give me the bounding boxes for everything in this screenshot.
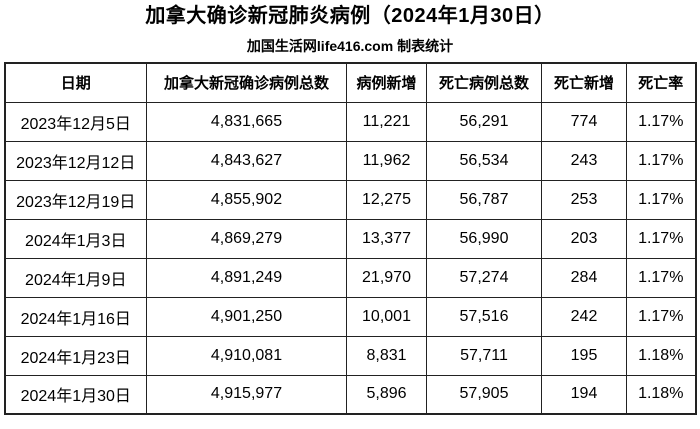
new-deaths-cell: 194 xyxy=(541,374,627,415)
death-rate-cell: 1.17% xyxy=(626,257,696,298)
date-cell: 2023年12月12日 xyxy=(4,140,147,181)
new-cases-cell: 12,275 xyxy=(346,179,427,220)
date-cell: 2024年1月16日 xyxy=(4,296,147,337)
date-cell: 2024年1月30日 xyxy=(4,374,147,415)
new-deaths-cell: 253 xyxy=(541,179,627,220)
new-deaths-cell: 203 xyxy=(541,218,627,259)
new-cases-cell: 21,970 xyxy=(346,257,427,298)
new-deaths-cell: 243 xyxy=(541,140,627,181)
total-deaths-cell: 57,274 xyxy=(426,257,542,298)
total-deaths-cell: 56,787 xyxy=(426,179,542,220)
new-cases-cell: 11,962 xyxy=(346,140,427,181)
table-row: 2024年1月9日 4,891,249 21,970 57,274 284 1.17% xyxy=(4,257,696,298)
table-header: 日期 加拿大新冠确诊病例总数 病例新增 死亡病例总数 死亡新增 死亡率 xyxy=(4,62,696,103)
table-body: 2023年12月5日 4,831,665 11,221 56,291 774 1.17% 2… xyxy=(4,101,696,415)
new-cases-cell: 5,896 xyxy=(346,374,427,415)
header-total-deaths: 死亡病例总数 xyxy=(426,62,542,103)
total-deaths-cell: 57,905 xyxy=(426,374,542,415)
death-rate-cell: 1.17% xyxy=(626,218,696,259)
death-rate-cell: 1.18% xyxy=(626,335,696,376)
total-cases-cell: 4,831,665 xyxy=(146,101,347,142)
new-cases-cell: 13,377 xyxy=(346,218,427,259)
header-new-cases: 病例新增 xyxy=(346,62,427,103)
death-rate-cell: 1.17% xyxy=(626,101,696,142)
total-deaths-cell: 57,516 xyxy=(426,296,542,337)
total-cases-cell: 4,901,250 xyxy=(146,296,347,337)
table-row: 2024年1月3日 4,869,279 13,377 56,990 203 1.17% xyxy=(4,218,696,259)
total-cases-cell: 4,855,902 xyxy=(146,179,347,220)
header-new-deaths: 死亡新增 xyxy=(541,62,627,103)
date-cell: 2024年1月3日 xyxy=(4,218,147,259)
date-cell: 2024年1月23日 xyxy=(4,335,147,376)
total-deaths-cell: 56,291 xyxy=(426,101,542,142)
header-death-rate: 死亡率 xyxy=(626,62,696,103)
page-title: 加拿大确诊新冠肺炎病例（2024年1月30日） xyxy=(145,5,555,27)
table-row: 2023年12月5日 4,831,665 11,221 56,291 774 1.17% xyxy=(4,101,696,142)
death-rate-cell: 1.17% xyxy=(626,140,696,181)
new-deaths-cell: 774 xyxy=(541,101,627,142)
new-deaths-cell: 195 xyxy=(541,335,627,376)
death-rate-cell: 1.17% xyxy=(626,296,696,337)
table-row: 2023年12月12日 4,843,627 11,962 56,534 243 1.17% xyxy=(4,140,696,181)
new-cases-cell: 11,221 xyxy=(346,101,427,142)
new-deaths-cell: 284 xyxy=(541,257,627,298)
total-deaths-cell: 56,990 xyxy=(426,218,542,259)
date-cell: 2024年1月9日 xyxy=(4,257,147,298)
total-cases-cell: 4,843,627 xyxy=(146,140,347,181)
header-total-cases: 加拿大新冠确诊病例总数 xyxy=(146,62,347,103)
new-deaths-cell: 242 xyxy=(541,296,627,337)
table-row: 2024年1月30日 4,915,977 5,896 57,905 194 1.18% xyxy=(4,374,696,415)
header-date: 日期 xyxy=(4,62,147,103)
table-row: 2024年1月16日 4,901,250 10,001 57,516 242 1.17% xyxy=(4,296,696,337)
total-cases-cell: 4,869,279 xyxy=(146,218,347,259)
total-cases-cell: 4,910,081 xyxy=(146,335,347,376)
new-cases-cell: 10,001 xyxy=(346,296,427,337)
page-subtitle: 加国生活网life416.com 制表统计 xyxy=(246,38,454,54)
covid-stats-table: 日期 加拿大新冠确诊病例总数 病例新增 死亡病例总数 死亡新增 死亡率 2023… xyxy=(3,62,697,415)
new-cases-cell: 8,831 xyxy=(346,335,427,376)
death-rate-cell: 1.18% xyxy=(626,374,696,415)
table-row: 2023年12月19日 4,855,902 12,275 56,787 253 1.17% xyxy=(4,179,696,220)
total-cases-cell: 4,891,249 xyxy=(146,257,347,298)
death-rate-cell: 1.17% xyxy=(626,179,696,220)
date-cell: 2023年12月5日 xyxy=(4,101,147,142)
date-cell: 2023年12月19日 xyxy=(4,179,147,220)
total-deaths-cell: 56,534 xyxy=(426,140,542,181)
total-deaths-cell: 57,711 xyxy=(426,335,542,376)
table-row: 2024年1月23日 4,910,081 8,831 57,711 195 1.18% xyxy=(4,335,696,376)
total-cases-cell: 4,915,977 xyxy=(146,374,347,415)
header-row: 日期 加拿大新冠确诊病例总数 病例新增 死亡病例总数 死亡新增 死亡率 xyxy=(4,62,696,103)
